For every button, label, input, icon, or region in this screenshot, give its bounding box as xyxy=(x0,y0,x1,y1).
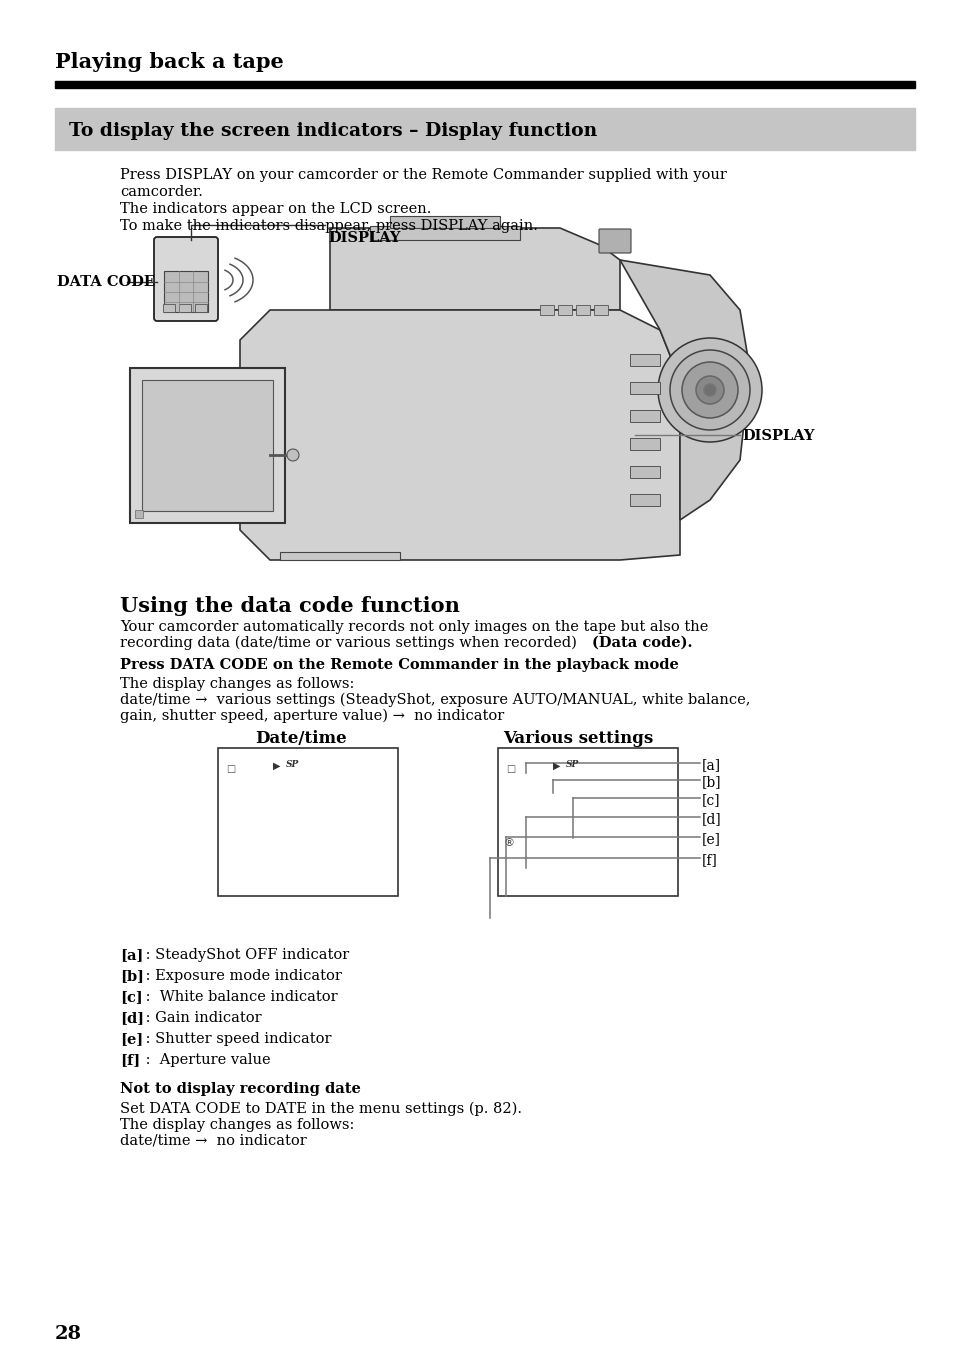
Circle shape xyxy=(696,376,723,404)
Text: :  White balance indicator: : White balance indicator xyxy=(141,990,337,1005)
Bar xyxy=(179,304,191,312)
Text: Set DATA CODE to DATE in the menu settings (p. 82).: Set DATA CODE to DATE in the menu settin… xyxy=(120,1102,521,1117)
Text: [b]: [b] xyxy=(120,969,144,983)
Polygon shape xyxy=(330,228,619,310)
Polygon shape xyxy=(619,260,749,521)
FancyBboxPatch shape xyxy=(153,237,218,320)
Text: [c]: [c] xyxy=(701,794,720,807)
Text: [d]: [d] xyxy=(120,1011,144,1025)
Polygon shape xyxy=(240,310,679,560)
Text: : SteadyShot OFF indicator: : SteadyShot OFF indicator xyxy=(141,948,349,963)
Text: 28: 28 xyxy=(55,1325,82,1343)
Bar xyxy=(390,216,499,228)
Text: gain, shutter speed, aperture value) →  no indicator: gain, shutter speed, aperture value) → n… xyxy=(120,708,504,723)
Bar xyxy=(629,438,659,450)
Bar xyxy=(594,306,607,315)
Text: [e]: [e] xyxy=(120,1032,143,1046)
Bar xyxy=(163,304,174,312)
Text: :  Aperture value: : Aperture value xyxy=(141,1053,271,1067)
Text: [f]: [f] xyxy=(701,853,717,867)
Bar xyxy=(629,493,659,506)
Text: recording data (date/time or various settings when recorded): recording data (date/time or various set… xyxy=(120,635,581,650)
Text: Playing back a tape: Playing back a tape xyxy=(55,51,283,72)
Bar xyxy=(497,748,678,896)
Circle shape xyxy=(669,350,749,430)
Bar xyxy=(135,510,143,518)
Text: Using the data code function: Using the data code function xyxy=(120,596,459,617)
Bar xyxy=(194,304,207,312)
Text: : Gain indicator: : Gain indicator xyxy=(141,1011,261,1025)
Bar xyxy=(142,380,273,511)
Text: □: □ xyxy=(505,764,515,773)
Text: camcorder.: camcorder. xyxy=(120,185,203,199)
Circle shape xyxy=(658,338,761,442)
Text: : Shutter speed indicator: : Shutter speed indicator xyxy=(141,1032,331,1046)
Text: Various settings: Various settings xyxy=(502,730,653,748)
Text: DISPLAY: DISPLAY xyxy=(328,231,400,245)
Bar xyxy=(576,306,589,315)
Text: [e]: [e] xyxy=(701,831,720,846)
Bar xyxy=(164,272,208,312)
FancyBboxPatch shape xyxy=(598,228,630,253)
Text: DATA CODE: DATA CODE xyxy=(57,274,154,289)
Text: To make the indicators disappear, press DISPLAY again.: To make the indicators disappear, press … xyxy=(120,219,537,233)
Text: date/time →  no indicator: date/time → no indicator xyxy=(120,1134,307,1148)
Text: [a]: [a] xyxy=(701,758,720,772)
Text: □: □ xyxy=(226,764,235,773)
Text: [b]: [b] xyxy=(701,775,720,790)
Text: date/time →  various settings (SteadyShot, exposure AUTO/MANUAL, white balance,: date/time → various settings (SteadyShot… xyxy=(120,694,750,707)
Circle shape xyxy=(287,449,298,461)
Circle shape xyxy=(703,384,716,396)
Text: DISPLAY: DISPLAY xyxy=(741,429,814,443)
Text: [a]: [a] xyxy=(120,948,143,963)
Text: The display changes as follows:: The display changes as follows: xyxy=(120,1118,354,1132)
Bar xyxy=(558,306,572,315)
Text: Not to display recording date: Not to display recording date xyxy=(120,1082,360,1096)
Bar xyxy=(629,466,659,479)
Text: The indicators appear on the LCD screen.: The indicators appear on the LCD screen. xyxy=(120,201,431,216)
Bar xyxy=(55,108,914,150)
Bar xyxy=(629,410,659,422)
Circle shape xyxy=(681,362,738,418)
Text: Your camcorder automatically records not only images on the tape but also the: Your camcorder automatically records not… xyxy=(120,621,708,634)
Bar xyxy=(218,748,397,896)
Bar xyxy=(629,354,659,366)
Text: ®: ® xyxy=(503,838,515,848)
Bar xyxy=(55,81,914,88)
Bar xyxy=(130,368,285,523)
Text: SP: SP xyxy=(565,760,578,769)
Bar xyxy=(629,383,659,393)
Text: [d]: [d] xyxy=(701,813,721,826)
Text: [c]: [c] xyxy=(120,990,143,1005)
Text: Press DATA CODE on the Remote Commander in the playback mode: Press DATA CODE on the Remote Commander … xyxy=(120,658,679,672)
Text: ▶: ▶ xyxy=(553,761,560,771)
Bar xyxy=(280,552,399,560)
Text: : Exposure mode indicator: : Exposure mode indicator xyxy=(141,969,341,983)
Text: Press DISPLAY on your camcorder or the Remote Commander supplied with your: Press DISPLAY on your camcorder or the R… xyxy=(120,168,726,183)
Bar xyxy=(539,306,554,315)
Text: (Data code).: (Data code). xyxy=(592,635,692,650)
Text: Date/time: Date/time xyxy=(254,730,346,748)
Text: ▶: ▶ xyxy=(273,761,280,771)
Text: [f]: [f] xyxy=(120,1053,140,1067)
Text: To display the screen indicators – Display function: To display the screen indicators – Displ… xyxy=(69,122,597,141)
Text: The display changes as follows:: The display changes as follows: xyxy=(120,677,354,691)
Text: SP: SP xyxy=(286,760,299,769)
Bar xyxy=(370,226,519,241)
